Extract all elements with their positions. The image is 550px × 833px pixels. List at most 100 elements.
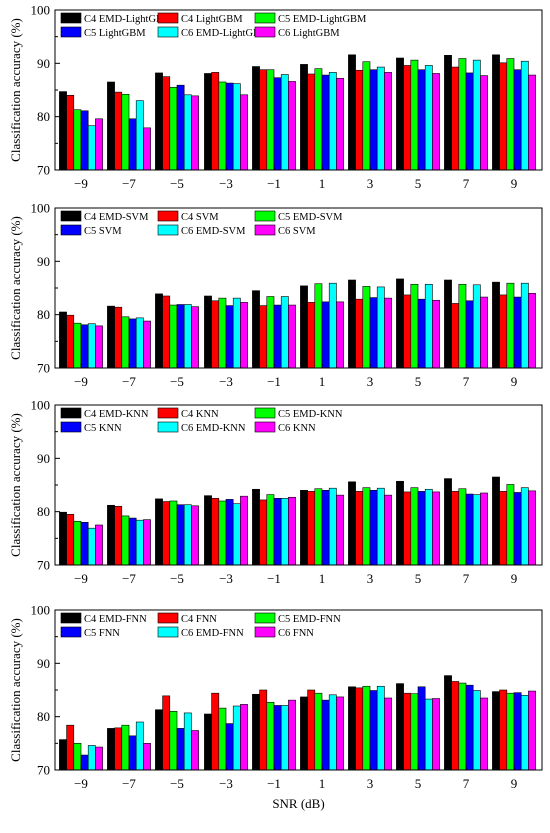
legend-swatch (254, 26, 276, 38)
x-tick-label: 1 (319, 776, 326, 791)
bar-4-s6-c10 (528, 690, 536, 771)
x-tick-label: 5 (415, 176, 422, 191)
bar-2-s5-c6 (328, 282, 337, 369)
bar-2-s6-c10 (528, 293, 536, 369)
bar-2-s6-c8 (432, 299, 440, 369)
bar-1-s4-c7 (369, 69, 378, 171)
bar-2-s2-c8 (403, 294, 412, 369)
x-tick-label: 5 (415, 776, 422, 791)
legend-swatch (254, 12, 276, 24)
legend-label: C4 FNN (181, 614, 217, 625)
x-tick-label: −3 (219, 374, 233, 389)
bar-1-s1-c8 (396, 57, 404, 171)
x-axis-title: SNR (dB) (272, 796, 324, 811)
bar-1-s6-c1 (95, 118, 103, 171)
bar-2-s1-c4 (204, 295, 212, 369)
bar-2-s5-c10 (520, 282, 529, 369)
legend-label: C4 EMD-FNN (84, 614, 147, 625)
bar-1-s5-c4 (232, 83, 241, 171)
bar-4-s5-c5 (280, 705, 289, 771)
bar-4-s5-c6 (328, 694, 337, 771)
bar-4-s6-c3 (191, 730, 199, 771)
bar-3-s6-c1 (95, 524, 103, 566)
bar-1-s2-c5 (259, 69, 268, 171)
bar-3-s2-c6 (307, 491, 316, 566)
bar-1-s5-c10 (520, 60, 529, 171)
x-tick-label: 1 (319, 571, 326, 586)
bar-4-s4-c6 (321, 699, 330, 771)
x-tick-label: 5 (415, 571, 422, 586)
y-tick-label: 70 (37, 163, 50, 178)
bar-3-s1-c10 (492, 476, 500, 566)
bar-3-s5-c7 (376, 487, 385, 566)
legend-label: C5 EMD-KNN (278, 409, 343, 420)
bar-1-s4-c5 (273, 77, 282, 171)
bar-1-s3-c4 (218, 81, 227, 171)
bar-4-s4-c7 (369, 690, 378, 771)
bar-3-s5-c8 (424, 488, 433, 566)
bar-3-s6-c8 (432, 491, 440, 566)
bar-3-s1-c1 (59, 511, 67, 566)
bar-2-s1-c3 (155, 293, 163, 369)
bar-2-s1-c2 (107, 305, 115, 369)
bar-4-s1-c1 (59, 739, 67, 771)
bar-4-s3-c8 (410, 693, 419, 771)
bar-3-s4-c5 (273, 498, 282, 566)
x-tick-label: −7 (122, 571, 136, 586)
bar-4-s4-c2 (128, 735, 137, 771)
y-axis-title: Classification accuracy (%) (8, 18, 23, 162)
bar-4-s3-c5 (266, 701, 275, 771)
bar-4-s3-c6 (314, 692, 323, 771)
bar-1-s5-c6 (328, 72, 337, 171)
bar-1-s2-c9 (451, 66, 460, 171)
bar-3-s5-c2 (135, 519, 144, 566)
legend-label: C4 EMD-KNN (84, 409, 149, 420)
x-tick-label: 5 (415, 374, 422, 389)
chart-panel-3: 70 80 90 100 −9 −7 −5 −3 −1 1 3 5 7 9 Classification a… (8, 398, 543, 586)
bar-2-s2-c4 (211, 300, 220, 369)
bar-2-s5-c5 (280, 296, 289, 369)
bar-1-s2-c1 (66, 95, 75, 171)
bar-3-s3-c4 (218, 500, 227, 566)
bar-4-s3-c9 (458, 682, 467, 771)
bar-4-s6-c8 (432, 698, 440, 771)
y-tick-label: 80 (37, 307, 50, 322)
x-tick-label: −5 (170, 571, 184, 586)
bar-3-s6-c5 (288, 496, 296, 566)
y-axis-title: Classification accuracy (%) (8, 618, 23, 762)
bar-1-s6-c5 (288, 81, 296, 171)
bar-1-s6-c9 (480, 75, 488, 171)
bar-1-s3-c9 (458, 58, 467, 171)
bar-2-s3-c4 (218, 297, 227, 369)
bar-4-s3-c10 (506, 692, 515, 771)
x-tick-label: −1 (267, 176, 281, 191)
x-tick-label: −3 (219, 776, 233, 791)
legend-swatch (60, 421, 82, 433)
chart-panel-4: 70 80 90 100 −9 −7 −5 −3 −1 1 3 5 7 9 Classification a… (8, 603, 543, 791)
bar-3-s1-c5 (252, 488, 260, 566)
bar-1-s1-c3 (155, 72, 163, 171)
bar-1-s2-c2 (114, 91, 123, 171)
bar-4-s1-c3 (155, 709, 163, 771)
bar-3-s3-c5 (266, 494, 275, 566)
bar-4-s1-c8 (396, 683, 404, 771)
legend-swatch (157, 26, 179, 38)
bar-1-s6-c7 (384, 72, 392, 171)
bar-3-s4-c7 (369, 490, 378, 566)
bar-2-s6-c4 (240, 302, 248, 369)
legend-label: C4 LightGBM (181, 14, 243, 25)
bar-2-s4-c5 (273, 304, 282, 369)
bar-4-s4-c4 (225, 723, 234, 771)
bar-1-s6-c8 (432, 73, 440, 171)
bar-2-s3-c6 (314, 283, 323, 369)
bar-3-s3-c6 (314, 488, 323, 566)
legend-label: C5 SVM (84, 226, 122, 237)
y-tick-label: 90 (37, 656, 50, 671)
y-tick-label: 100 (31, 201, 51, 216)
bar-3-s4-c9 (465, 493, 474, 566)
bar-2-s3-c10 (506, 282, 515, 369)
bar-2-s5-c9 (472, 284, 481, 369)
bar-3-s2-c10 (499, 491, 508, 566)
legend-label: C6 FNN (278, 628, 314, 639)
